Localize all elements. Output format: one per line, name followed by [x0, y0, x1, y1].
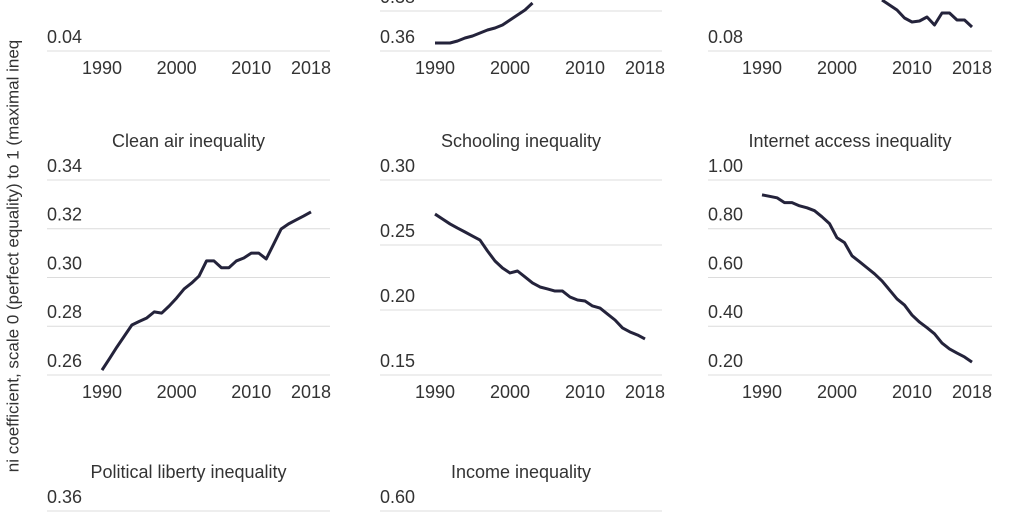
panel-title: Income inequality: [451, 462, 591, 482]
y-tick-label: 0.38: [380, 0, 415, 7]
x-tick-label: 2018: [291, 382, 331, 402]
panel-title: Schooling inequality: [441, 131, 601, 151]
data-line: [761, 193, 973, 364]
x-tick-label: 1990: [82, 382, 122, 402]
y-tick-label: 0.80: [708, 205, 743, 225]
y-tick-label: 0.40: [708, 302, 743, 322]
x-tick-label: 2010: [892, 382, 932, 402]
x-tick-label: 2018: [952, 382, 992, 402]
data-line: [434, 212, 646, 341]
x-tick-label: 1990: [82, 58, 122, 78]
x-tick-label: 2010: [231, 58, 271, 78]
y-tick-label: 0.08: [708, 27, 743, 47]
panel-title: Internet access inequality: [748, 131, 951, 151]
panel-title: Political liberty inequality: [90, 462, 286, 482]
x-tick-label: 1990: [742, 382, 782, 402]
y-axis-label: ni coefficient, scale 0 (perfect equalit…: [3, 40, 22, 472]
y-tick-label: 0.04: [47, 27, 82, 47]
x-tick-label: 2018: [625, 382, 665, 402]
y-tick-label: 0.34: [47, 156, 82, 176]
x-tick-label: 2000: [817, 58, 857, 78]
x-tick-label: 2018: [625, 58, 665, 78]
x-tick-label: 2000: [817, 382, 857, 402]
data-line: [881, 0, 974, 29]
y-tick-label: 0.60: [380, 487, 415, 507]
y-tick-label: 0.60: [708, 253, 743, 273]
x-tick-label: 2000: [157, 58, 197, 78]
y-tick-label: 0.20: [380, 286, 415, 306]
x-tick-label: 1990: [415, 58, 455, 78]
y-tick-label: 0.30: [380, 156, 415, 176]
y-tick-label: 0.15: [380, 351, 415, 371]
x-tick-label: 2018: [291, 58, 331, 78]
y-tick-label: 0.32: [47, 205, 82, 225]
x-tick-label: 2010: [892, 58, 932, 78]
x-tick-label: 2000: [157, 382, 197, 402]
x-tick-label: 2018: [952, 58, 992, 78]
x-tick-label: 2010: [231, 382, 271, 402]
y-tick-label: 0.28: [47, 302, 82, 322]
data-line: [435, 1, 534, 45]
x-tick-label: 2000: [490, 382, 530, 402]
y-tick-label: 0.20: [708, 351, 743, 371]
x-tick-label: 2010: [565, 58, 605, 78]
y-tick-label: 0.36: [380, 27, 415, 47]
y-tick-label: 0.26: [47, 351, 82, 371]
panel-title: Clean air inequality: [112, 131, 265, 151]
y-tick-label: 1.00: [708, 156, 743, 176]
y-tick-label: 0.25: [380, 221, 415, 241]
data-line: [100, 210, 312, 371]
x-tick-label: 2010: [565, 382, 605, 402]
y-tick-label: 0.30: [47, 253, 82, 273]
y-tick-label: 0.36: [47, 487, 82, 507]
x-tick-label: 2000: [490, 58, 530, 78]
x-tick-label: 1990: [415, 382, 455, 402]
x-tick-label: 1990: [742, 58, 782, 78]
